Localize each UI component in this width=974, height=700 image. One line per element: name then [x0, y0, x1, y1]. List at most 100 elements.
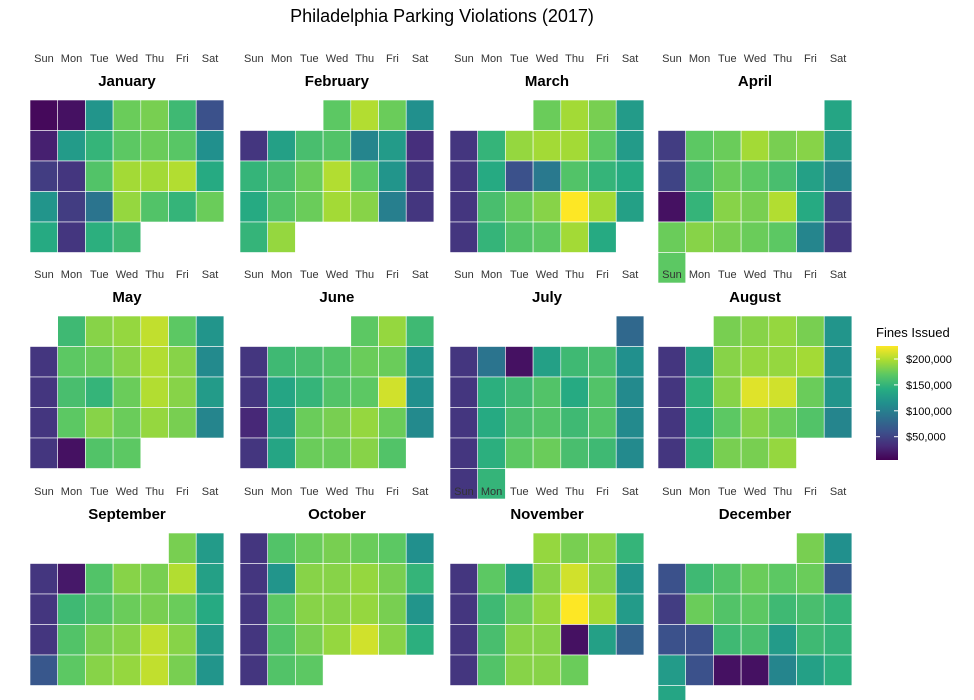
day-cell: April 30: $170,000	[657, 252, 687, 284]
day-cell: May 22: $170,000	[57, 407, 86, 439]
day-cell: January 16: $40,000	[57, 160, 86, 192]
day-cell: February 17: $120,000	[378, 160, 407, 192]
day-cell: September 7: $180,000	[140, 563, 169, 595]
day-cell: April 1: $135,000	[823, 99, 853, 131]
legend-title: Fines Issued	[876, 325, 950, 340]
day-cell: December 12: $165,000	[713, 593, 742, 625]
day-cell: August 7: $130,000	[685, 346, 714, 378]
day-cell: September 29: $180,000	[168, 654, 197, 686]
day-cell: January 26: $165,000	[140, 191, 169, 223]
day-cell: June 15: $170,000	[350, 376, 379, 408]
day-cell: November 19: $40,000	[449, 624, 479, 656]
day-cell: December 20: $160,000	[740, 624, 770, 656]
day-cell: February 25: $40,000	[405, 191, 435, 223]
day-cell: November 6: $170,000	[477, 563, 506, 595]
day-cell: November 28: $185,000	[505, 654, 534, 686]
day-cell: June 2: $190,000	[378, 315, 407, 347]
day-cell: September 6: $185,000	[112, 563, 142, 595]
day-cell: December 9: $65,000	[823, 563, 853, 595]
day-cell: December 27: $15,000	[740, 654, 770, 686]
day-label-fri: Fri	[596, 269, 609, 281]
day-cell: December 25: $60,000	[685, 654, 714, 686]
day-label-thu: Thu	[773, 269, 792, 281]
day-label-wed: Wed	[116, 269, 138, 281]
day-cell: November 9: $210,000	[560, 563, 589, 595]
day-cell: February 20: $165,000	[267, 191, 296, 223]
day-label-fri: Fri	[386, 486, 399, 498]
day-cell: July 1: $80,000	[615, 315, 645, 347]
day-label-thu: Thu	[145, 486, 164, 498]
day-cell: July 15: $110,000	[615, 376, 645, 408]
month-title: November	[510, 506, 584, 523]
legend-tick-label: $200,000	[906, 354, 952, 366]
day-cell: January 10: $150,000	[85, 130, 114, 162]
day-cell: April 6: $180,000	[768, 130, 797, 162]
day-cell: November 26: $40,000	[449, 654, 479, 686]
month-panel-may: Sun Mon Tue Wed Thu Fri SatMayMay 1: $155,000M…	[29, 269, 225, 469]
day-cell: November 1: $190,000	[532, 532, 562, 564]
day-cell: January 7: $60,000	[195, 99, 225, 131]
day-cell: August 19: $120,000	[823, 376, 853, 408]
day-cell: May 7: $40,000	[29, 346, 59, 378]
day-cell: November 3: $185,000	[588, 532, 617, 564]
day-cell: September 24: $65,000	[29, 654, 59, 686]
day-cell: May 27: $105,000	[195, 407, 225, 439]
day-cell: February 5: $40,000	[239, 130, 269, 162]
day-cell: October 31: $170,000	[295, 654, 324, 686]
day-label-mon: Mon	[61, 269, 82, 281]
day-cell: July 26: $175,000	[532, 437, 562, 469]
day-cell: September 17: $40,000	[29, 624, 59, 656]
day-cell: January 25: $190,000	[112, 191, 142, 223]
day-cell: May 24: $175,000	[112, 407, 142, 439]
day-cell: October 18: $185,000	[322, 593, 352, 625]
day-cell: April 19: $180,000	[740, 191, 770, 223]
day-cell: April 23: $175,000	[657, 221, 687, 253]
day-cell: December 17: $60,000	[657, 624, 687, 656]
day-label-sat: Sat	[622, 269, 639, 281]
day-cell: February 18: $40,000	[405, 160, 435, 192]
day-cell: January 27: $150,000	[168, 191, 197, 223]
day-cell: September 3: $40,000	[29, 563, 59, 595]
day-cell: July 14: $165,000	[588, 376, 617, 408]
day-cell: July 29: $110,000	[615, 437, 645, 469]
day-cell: September 12: $165,000	[85, 593, 114, 625]
day-label-tue: Tue	[300, 53, 319, 65]
day-cell: September 26: $185,000	[85, 654, 114, 686]
day-cell: February 23: $185,000	[350, 191, 379, 223]
month-panels: Sun Mon Tue Wed Thu Fri Sat January January 1: $…	[29, 53, 853, 700]
day-cell: November 10: $185,000	[588, 563, 617, 595]
day-cell: January 4: $175,000	[112, 99, 142, 131]
day-cell: January 5: $180,000	[140, 99, 169, 131]
day-cell: January 1: $10,000	[29, 99, 59, 131]
legend-ticks: $50,000 $100,000 $150,000 $200,000	[876, 354, 952, 444]
day-label-tue: Tue	[718, 53, 737, 65]
day-cell: May 8: $170,000	[57, 346, 86, 378]
day-cell: February 9: $105,000	[350, 130, 379, 162]
day-cell: July 16: $40,000	[449, 407, 479, 439]
day-cell: January 13: $168,000	[168, 130, 197, 162]
day-cell: April 25: $180,000	[713, 221, 742, 253]
legend: Fines Issued $50,000 $100,000 $150,000 $200…	[876, 325, 952, 460]
day-cell: December 13: $170,000	[740, 593, 770, 625]
day-label-mon: Mon	[61, 53, 82, 65]
day-cell: June 11: $40,000	[239, 376, 269, 408]
day-cell: May 18: $200,000	[140, 376, 169, 408]
day-cell: October 29: $40,000	[239, 654, 269, 686]
day-label-tue: Tue	[90, 486, 109, 498]
day-cell: June 21: $180,000	[322, 407, 352, 439]
day-cell: November 27: $165,000	[477, 654, 506, 686]
day-cell: March 30: $195,000	[560, 221, 589, 253]
day-cell: January 28: $175,000	[195, 191, 225, 223]
day-cell: September 21: $205,000	[140, 624, 169, 656]
month-panel-april: Sun Mon Tue Wed Thu Fri Sat April April 1: $135,…	[657, 53, 853, 284]
day-cell: November 13: $155,000	[477, 593, 506, 625]
day-cell: April 21: $140,000	[796, 191, 825, 223]
day-cell: February 12: $150,000	[239, 160, 269, 192]
day-cell: August 17: $210,000	[768, 376, 797, 408]
day-cell: August 30: $180,000	[740, 437, 770, 469]
day-cell: October 7: $115,000	[405, 532, 435, 564]
day-cell: August 1: $180,000	[713, 315, 742, 347]
day-cell: August 14: $145,000	[685, 376, 714, 408]
day-cell: May 19: $185,000	[168, 376, 197, 408]
day-cell: April 24: $185,000	[685, 221, 714, 253]
